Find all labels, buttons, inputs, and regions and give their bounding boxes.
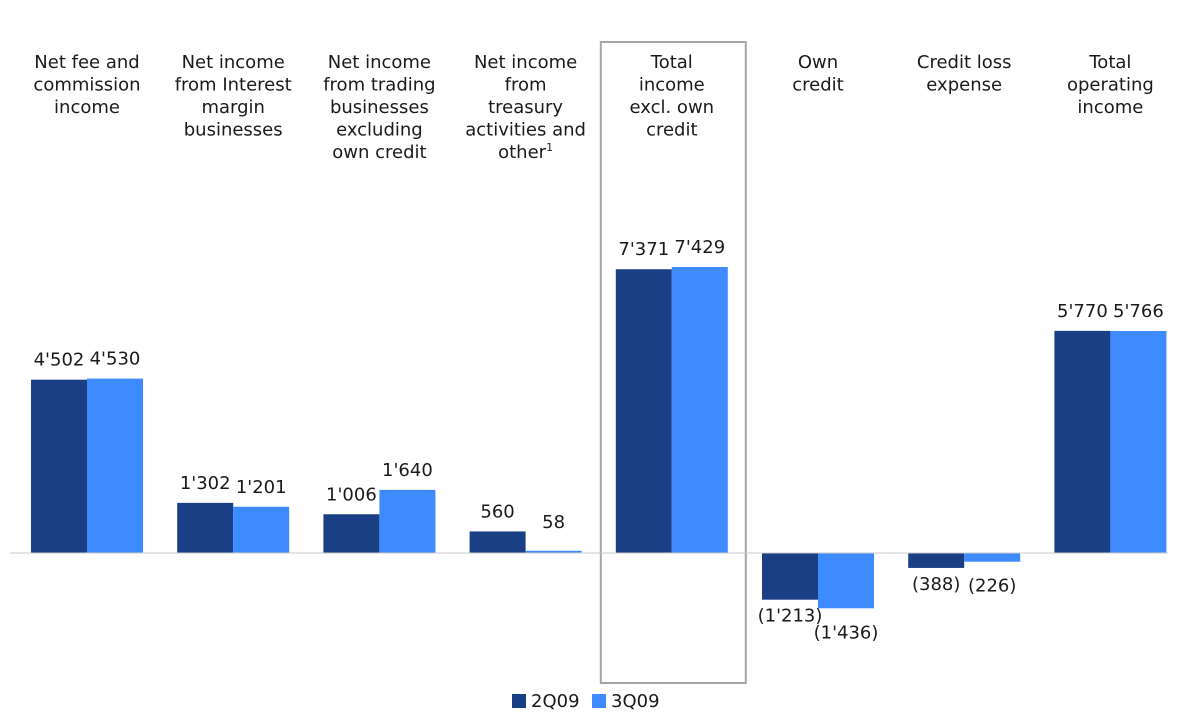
legend-swatch-2q09: [512, 694, 526, 708]
category-label: Total operating income: [1067, 52, 1154, 118]
bar-3q09-7: [1110, 331, 1167, 553]
value-label-3q09-6: (226): [968, 576, 1016, 597]
bar-3q09-0: [87, 378, 143, 553]
category-label: Net income from Interest margin businesses: [175, 52, 292, 141]
value-label-3q09-1: 1'201: [236, 477, 287, 498]
bar-3q09-6: [964, 553, 1021, 562]
value-label-3q09-5: (1'436): [814, 622, 879, 643]
value-label-2q09-0: 4'502: [34, 350, 85, 371]
bar-2q09-3: [469, 531, 526, 553]
legend-label-2q09: 2Q09: [531, 691, 580, 712]
value-label-3q09-2: 1'640: [382, 460, 433, 481]
bar-2q09-1: [177, 502, 234, 553]
bar-2q09-5: [762, 553, 818, 600]
value-label-2q09-1: 1'302: [180, 473, 231, 494]
category-label: Total income excl. own credit: [630, 52, 715, 141]
bar-3q09-1: [233, 506, 290, 553]
value-label-2q09-5: (1'213): [758, 606, 823, 627]
category-label: Own credit: [792, 52, 843, 96]
value-label-2q09-6: (388): [912, 574, 960, 595]
bar-2q09-7: [1054, 330, 1111, 553]
bar-2q09-4: [615, 269, 672, 553]
value-label-3q09-4: 7'429: [674, 237, 725, 258]
bar-2q09-6: [908, 553, 965, 568]
value-label-3q09-7: 5'766: [1113, 301, 1164, 322]
bar-3q09-2: [379, 489, 436, 553]
bar-3q09-3: [525, 550, 582, 553]
value-label-3q09-0: 4'530: [90, 349, 141, 370]
bar-3q09-5: [818, 553, 874, 609]
highlight-box: [599, 41, 747, 684]
category-label: Net income from treasury activities and othe…: [465, 52, 586, 163]
value-label-2q09-3: 560: [480, 501, 514, 522]
bar-2q09-0: [31, 379, 87, 553]
legend-label-3q09: 3Q09: [611, 691, 660, 712]
value-label-2q09-7: 5'770: [1057, 301, 1108, 322]
category-label: Net fee and commission income: [33, 52, 140, 118]
value-label-2q09-2: 1'006: [326, 484, 377, 505]
bar-2q09-2: [323, 514, 380, 553]
legend-swatch-3q09: [592, 694, 606, 708]
bar-3q09-4: [671, 267, 728, 553]
category-label: Credit loss expense: [917, 52, 1012, 96]
category-label: Net income from trading businesses excludin…: [323, 52, 435, 163]
value-label-3q09-3: 58: [542, 512, 565, 533]
value-label-2q09-4: 7'371: [618, 239, 669, 260]
